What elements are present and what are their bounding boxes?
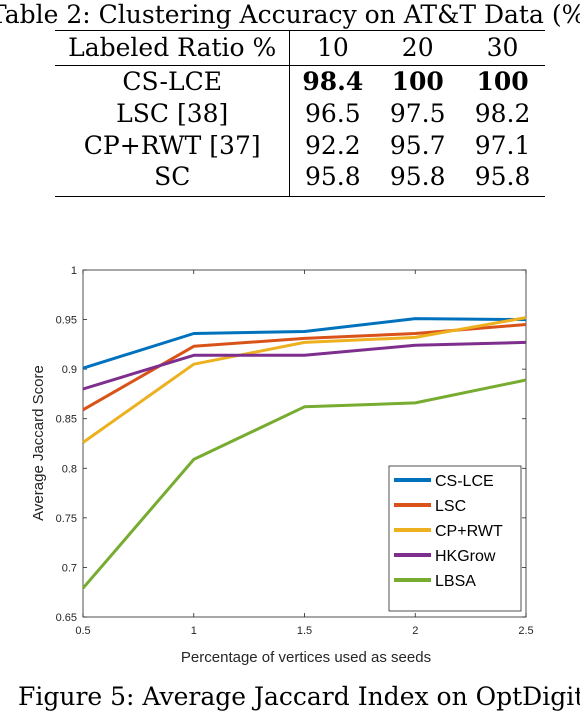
table-header-row: Labeled Ratio % 10 20 30 <box>55 30 545 66</box>
x-tick-label: 2.5 <box>518 625 533 637</box>
y-tick-label: 1 <box>71 265 77 277</box>
series-line-hkgrow <box>82 340 527 391</box>
y-tick-label: 0.9 <box>62 364 77 376</box>
table-row: CS-LCE 98.4 100 100 <box>55 65 545 98</box>
cell-value: 98.2 <box>474 99 531 128</box>
cell-value: 95.8 <box>289 162 376 197</box>
series-lines <box>81 316 527 590</box>
y-tick-label: 0.8 <box>62 463 77 475</box>
header-cell-labeled-ratio: Labeled Ratio % <box>55 30 291 66</box>
cell-value: 92.2 <box>305 131 361 160</box>
series-line-lbsa <box>81 378 527 590</box>
table-row: CP+RWT [37] 92.2 95.7 97.1 <box>55 130 545 162</box>
row-method-sc: SC <box>55 162 291 197</box>
table-caption: Table 2: Clustering Accuracy on AT&T Dat… <box>0 0 580 29</box>
y-axis-label: Average Jaccard Score <box>30 365 47 521</box>
x-tick-label: 0.5 <box>75 625 90 637</box>
y-tick-label: 0.7 <box>62 562 77 574</box>
cell-value: 95.7 <box>389 131 446 160</box>
legend-label-lsc: LSC <box>435 498 466 515</box>
x-tick-label: 1.5 <box>297 625 312 637</box>
x-axis-label: Percentage of vertices used as seeds <box>181 649 431 666</box>
line-chart: 0.5 1 1.5 2 2.5 0.65 0.7 0.75 0.8 0.85 0.9 0.95 1 Pe… <box>30 265 534 666</box>
legend-label-cp-rwt: CP+RWT <box>435 523 503 540</box>
tick-labels: 0.5 1 1.5 2 2.5 0.65 0.7 0.75 0.8 0.85 0.9 0.95 1 <box>56 265 534 637</box>
cell-value: 95.8 <box>375 162 461 197</box>
cell-value: 98.4 <box>302 67 364 96</box>
header-cell-10: 10 <box>289 30 376 66</box>
row-method-cs-lce: CS-LCE <box>55 65 291 98</box>
legend: CS-LCE LSC CP+RWT HKGrow LBSA <box>388 465 522 612</box>
cell-value: 97.5 <box>389 99 446 128</box>
table-row: LSC [38] 96.5 97.5 98.2 <box>55 98 545 130</box>
series-line-cs-lce <box>82 317 527 370</box>
y-tick-label: 0.95 <box>56 315 77 327</box>
legend-label-cs-lce: CS-LCE <box>435 473 494 490</box>
legend-box <box>388 465 522 612</box>
x-tick-label: 2 <box>412 625 418 637</box>
y-tick-label: 0.85 <box>56 414 77 426</box>
row-method-cp-rwt: CP+RWT [37] <box>55 130 291 162</box>
x-tick-label: 1 <box>191 625 197 637</box>
row-method-lsc: LSC [38] <box>55 98 291 130</box>
cell-value: 100 <box>391 67 444 96</box>
series-line-cp-rwt <box>82 316 527 444</box>
results-table: Labeled Ratio % 10 20 30 CS-LCE 98.4 100… <box>55 30 545 197</box>
header-cell-30: 30 <box>460 30 545 66</box>
figure-caption: Figure 5: Average Jaccard Index on OptDi… <box>18 682 580 711</box>
legend-label-hkgrow: HKGrow <box>435 548 496 565</box>
cell-value: 95.8 <box>460 162 545 197</box>
cell-value: 100 <box>476 67 529 96</box>
cell-value: 96.5 <box>305 99 361 128</box>
y-tick-label: 0.65 <box>56 612 77 624</box>
legend-label-lbsa: LBSA <box>435 573 476 590</box>
cell-value: 97.1 <box>474 131 531 160</box>
header-cell-20: 20 <box>375 30 461 66</box>
table-row: SC 95.8 95.8 95.8 <box>55 162 545 197</box>
y-tick-label: 0.75 <box>56 513 77 525</box>
